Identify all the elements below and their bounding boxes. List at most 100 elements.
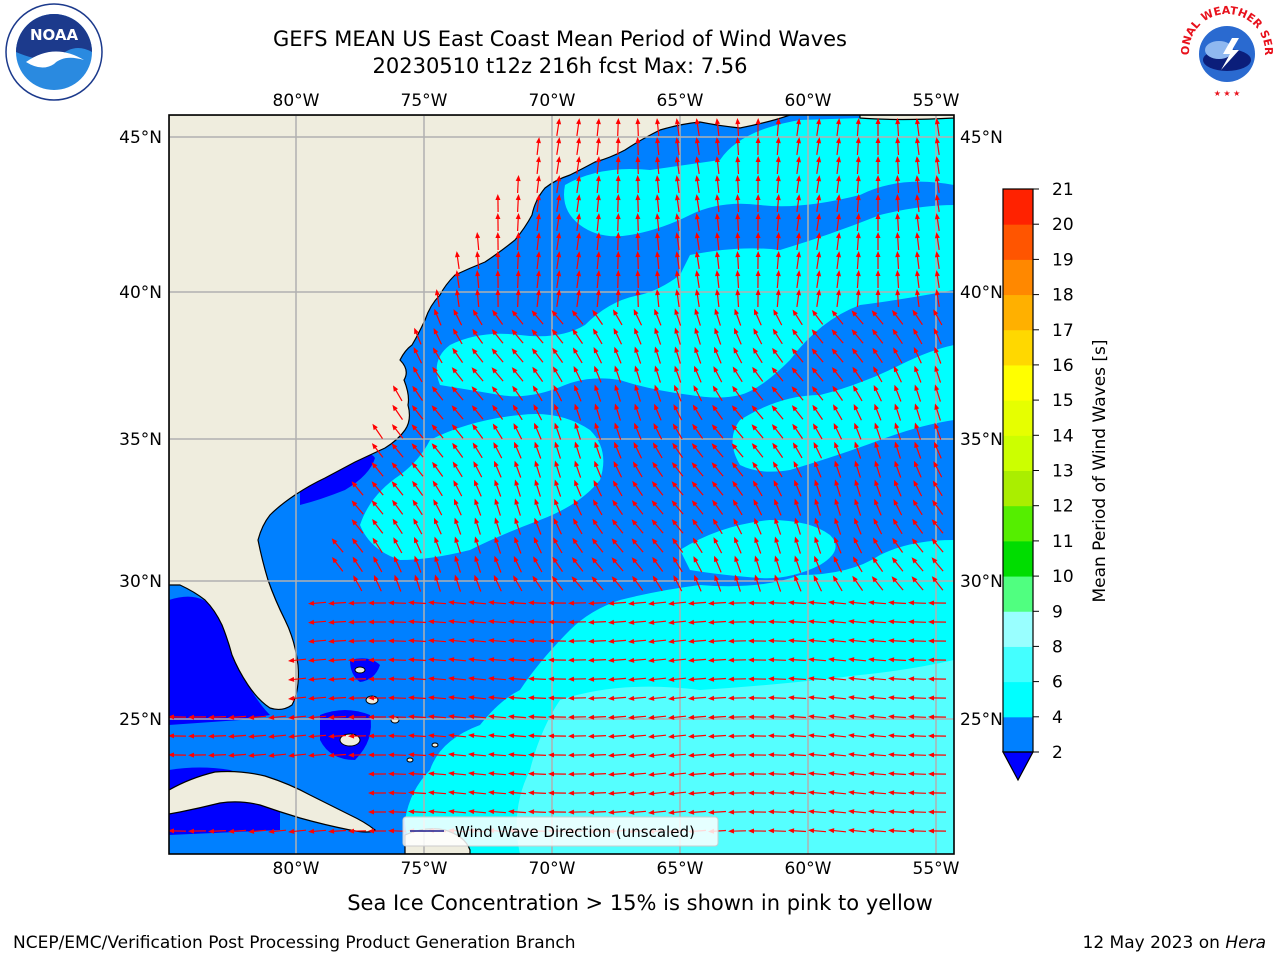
direction-arrow-head bbox=[576, 270, 581, 277]
direction-arrow-head bbox=[368, 695, 374, 701]
direction-arrow-head bbox=[754, 308, 759, 316]
direction-arrow-head bbox=[796, 289, 801, 296]
direction-arrow-head bbox=[448, 790, 455, 796]
direction-arrow-head bbox=[588, 619, 595, 625]
direction-arrow-head bbox=[872, 347, 878, 355]
direction-arrow-head bbox=[814, 517, 820, 524]
direction-arrow-head bbox=[628, 733, 635, 739]
lon-tick-bottom: 60°W bbox=[785, 859, 832, 879]
direction-arrow-head bbox=[755, 213, 761, 219]
direction-arrow-head bbox=[751, 405, 758, 412]
direction-arrow-head bbox=[814, 460, 819, 468]
direction-arrow-head bbox=[692, 518, 698, 526]
direction-arrow-head bbox=[428, 771, 435, 777]
direction-arrow-head bbox=[788, 752, 795, 758]
colorbar-tick-label: 11 bbox=[1052, 532, 1074, 552]
colorbar-segment bbox=[1003, 576, 1033, 612]
direction-arrow-head bbox=[715, 175, 720, 182]
direction-arrow-head bbox=[468, 638, 475, 644]
direction-arrow-head bbox=[775, 194, 781, 201]
direction-arrow-head bbox=[675, 137, 680, 144]
direction-arrow-head bbox=[811, 329, 818, 336]
direction-arrow-head bbox=[688, 600, 695, 606]
direction-arrow-head bbox=[528, 771, 535, 777]
direction-arrow-head bbox=[451, 424, 458, 431]
direction-arrow-head bbox=[515, 175, 521, 182]
direction-arrow-head bbox=[471, 348, 478, 355]
direction-arrow-head bbox=[588, 714, 595, 720]
direction-arrow-head bbox=[748, 809, 754, 815]
direction-arrow-head bbox=[595, 251, 601, 258]
colorbar-segment bbox=[1003, 505, 1033, 542]
direction-arrow-head bbox=[568, 771, 575, 777]
direction-arrow-head bbox=[632, 575, 638, 583]
direction-arrow-head bbox=[452, 461, 458, 468]
direction-arrow-head bbox=[453, 309, 459, 316]
direction-arrow-head bbox=[708, 638, 715, 644]
chart-subtitle: 20230510 t12z 216h fcst Max: 7.56 bbox=[372, 54, 748, 78]
direction-arrow-head bbox=[728, 714, 735, 720]
direction-arrow-head bbox=[536, 137, 541, 144]
direction-arrow-head bbox=[268, 828, 275, 834]
direction-arrow-head bbox=[288, 695, 295, 701]
direction-arrow-head bbox=[894, 403, 900, 410]
direction-arrow-head bbox=[933, 327, 939, 335]
direction-arrow-head bbox=[388, 695, 395, 701]
direction-arrow-head bbox=[788, 676, 795, 682]
direction-arrow-head bbox=[573, 499, 579, 506]
direction-arrow-head bbox=[853, 404, 859, 411]
direction-arrow-head bbox=[831, 348, 838, 355]
direction-arrow-head bbox=[594, 384, 600, 391]
direction-arrow-head bbox=[368, 752, 374, 758]
direction-arrow-head bbox=[631, 500, 638, 507]
direction-arrow-head bbox=[732, 499, 739, 506]
direction-arrow-head bbox=[773, 480, 779, 487]
direction-arrow-head bbox=[548, 771, 554, 777]
direction-arrow-head bbox=[796, 251, 801, 258]
direction-arrow-head bbox=[548, 619, 554, 625]
colorbar-segment bbox=[1003, 329, 1033, 366]
direction-arrow-head bbox=[593, 480, 599, 487]
direction-arrow-head bbox=[875, 194, 881, 200]
direction-arrow-head bbox=[534, 422, 539, 430]
direction-arrow-head bbox=[568, 809, 575, 815]
direction-arrow-head bbox=[728, 733, 735, 739]
colorbar-segment bbox=[1003, 189, 1033, 225]
direction-arrow-head bbox=[893, 499, 899, 506]
direction-arrow-head bbox=[788, 657, 795, 663]
direction-arrow-head bbox=[733, 518, 739, 525]
direction-arrow-head bbox=[833, 404, 839, 411]
direction-arrow-head bbox=[808, 657, 815, 663]
direction-arrow-head bbox=[468, 657, 475, 663]
direction-arrow-head bbox=[652, 442, 659, 449]
lon-tick-top: 80°W bbox=[273, 91, 320, 111]
direction-arrow-head bbox=[873, 518, 879, 525]
direction-arrow-head bbox=[688, 714, 695, 720]
direction-arrow-head bbox=[353, 575, 359, 582]
lat-tick-right: 35°N bbox=[960, 430, 1003, 450]
lon-tick-bottom: 80°W bbox=[273, 859, 320, 879]
direction-arrow-head bbox=[572, 328, 578, 336]
direction-arrow-head bbox=[614, 384, 620, 391]
direction-arrow-head bbox=[351, 500, 358, 507]
direction-arrow-head bbox=[393, 385, 399, 392]
direction-arrow-head bbox=[848, 809, 855, 815]
noaa-logo: NOAA bbox=[5, 3, 103, 101]
direction-arrow-head bbox=[432, 366, 438, 374]
direction-arrow-head bbox=[808, 752, 815, 758]
direction-arrow-head bbox=[488, 733, 495, 739]
direction-arrow-head bbox=[328, 828, 335, 834]
direction-arrow-head bbox=[828, 752, 835, 758]
direction-arrow-head bbox=[914, 384, 920, 391]
direction-arrow-head bbox=[592, 309, 598, 317]
direction-arrow-head bbox=[788, 828, 795, 834]
direction-arrow-head bbox=[548, 809, 554, 815]
lat-tick-left: 30°N bbox=[119, 572, 162, 592]
direction-arrow-head bbox=[513, 575, 519, 582]
direction-arrow-head bbox=[791, 405, 798, 412]
direction-arrow-head bbox=[768, 809, 775, 815]
direction-arrow-head bbox=[628, 657, 635, 663]
direction-arrow-head bbox=[348, 695, 355, 701]
direction-arrow-head bbox=[474, 479, 479, 487]
direction-arrow-head bbox=[728, 828, 735, 834]
